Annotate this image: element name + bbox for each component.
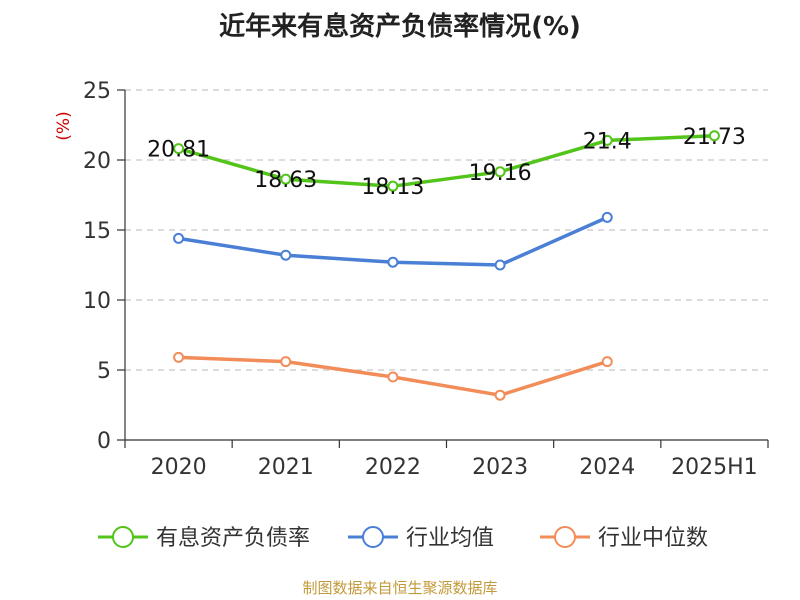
data-point	[173, 232, 185, 244]
legend-marker	[112, 526, 134, 548]
data-point	[387, 371, 399, 383]
data-point	[387, 256, 399, 268]
data-label: 18.13	[361, 175, 424, 200]
axes: 0 5 10 15 20 25 2020 2021 2022 2023 2024 2025H1	[83, 79, 769, 480]
chart-title: 近年来有息资产负债率情况(%)	[219, 12, 581, 42]
x-tick-label: 2020	[151, 455, 207, 480]
y-axis-label: (%)	[54, 111, 74, 140]
legend-marker	[362, 526, 384, 548]
data-label: 20.81	[147, 138, 210, 163]
legend-label: 行业均值	[406, 526, 494, 551]
y-tick-label: 5	[97, 359, 111, 384]
data-label: 19.16	[469, 161, 532, 186]
legend-label: 行业中位数	[598, 526, 708, 551]
x-tick-label: 2022	[365, 455, 421, 480]
data-point	[601, 134, 613, 146]
data-label: 21.73	[683, 125, 746, 150]
series-line	[176, 134, 717, 188]
data-point	[280, 249, 292, 261]
legend-marker	[554, 526, 576, 548]
x-tick-label: 2023	[472, 455, 528, 480]
data-point	[280, 173, 292, 185]
data-point	[601, 211, 613, 223]
x-tick-label: 2021	[258, 455, 314, 480]
data-label: 18.63	[254, 168, 317, 193]
data-point	[173, 351, 185, 363]
data-point	[708, 130, 720, 142]
grid-lines	[125, 89, 768, 371]
data-labels: 20.81 18.63 18.13 19.16 21.4 21.73	[147, 125, 746, 200]
data-point	[494, 389, 506, 401]
series	[173, 130, 720, 401]
x-tick-label: 2025H1	[671, 455, 758, 480]
data-point	[173, 143, 185, 155]
y-tick-label: 20	[83, 149, 111, 174]
x-tick-label: 2024	[579, 455, 635, 480]
data-point	[601, 356, 613, 368]
legend: 有息资产负债率 行业均值 行业中位数	[98, 526, 708, 551]
data-point	[494, 259, 506, 271]
y-tick-label: 25	[83, 79, 111, 104]
data-point	[280, 356, 292, 368]
y-tick-label: 10	[83, 289, 111, 314]
data-source-note: 制图数据来自恒生聚源数据库	[302, 579, 498, 597]
data-point	[387, 180, 399, 192]
data-label: 21.4	[583, 129, 632, 154]
legend-label: 有息资产负债率	[156, 526, 310, 551]
y-tick-label: 15	[83, 219, 111, 244]
data-point	[494, 166, 506, 178]
y-tick-label: 0	[97, 429, 111, 454]
